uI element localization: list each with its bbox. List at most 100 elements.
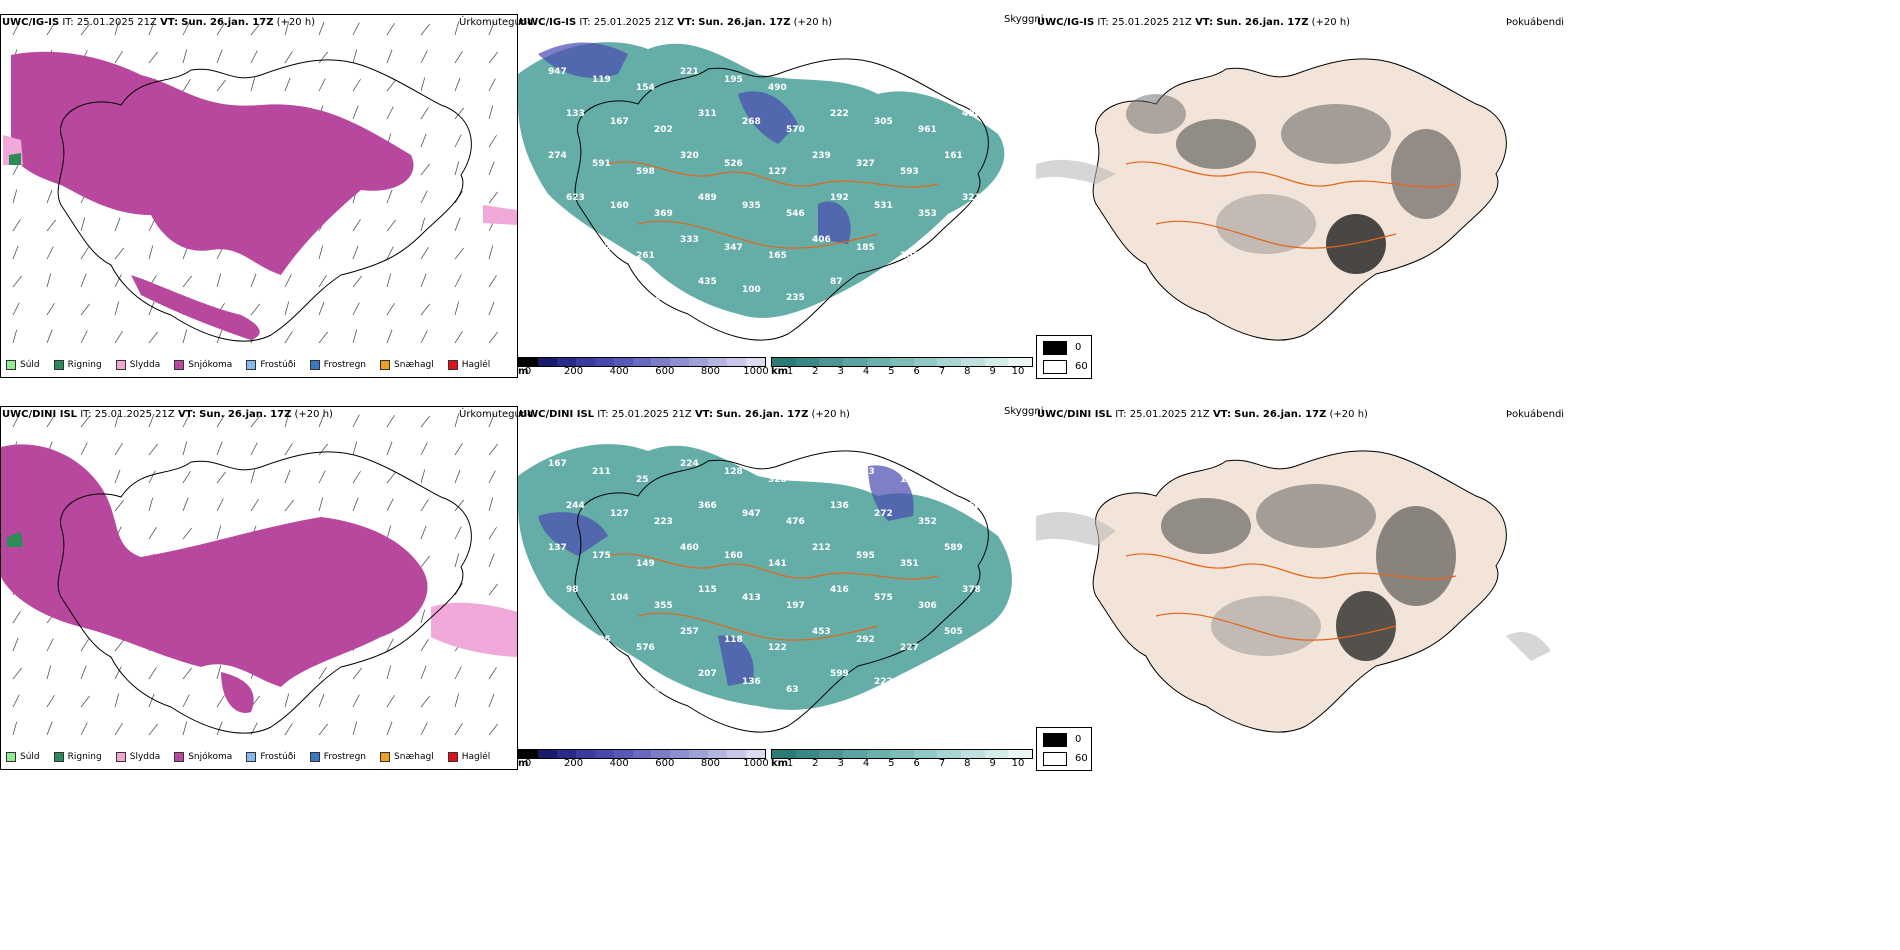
cloud-base-color-step [746, 750, 765, 758]
legend-label: Snæhagl [394, 752, 434, 762]
tick-label: 10 [1011, 366, 1025, 377]
cloud-visibility-map: 947 119 154 221 195 490 294 248 330 255 133 167 202 3… [518, 42, 1005, 341]
wind-barb [182, 275, 193, 288]
legend-swatch [447, 360, 458, 370]
wind-barb [80, 722, 88, 736]
wind-barb [352, 79, 361, 92]
wind-barb [488, 191, 499, 204]
cloud-base-label: 90 [654, 685, 667, 695]
cloud-base-label: 489 [698, 193, 717, 203]
wind-barb [386, 246, 394, 260]
cloud-base-label: 25 [636, 475, 649, 485]
legend-swatch [115, 360, 126, 370]
wind-barb [182, 527, 193, 540]
cloud-base-label: 261 [636, 251, 655, 261]
precip-header: UWC/DINI ISL IT: 25.01.2025 21Z VT: Sun.… [2, 409, 333, 420]
tick-label: 1 [786, 758, 794, 769]
precip-legend-item: Súld [6, 752, 40, 762]
precip-legend-item: Slydda [115, 752, 160, 762]
cloud-base-area [718, 635, 754, 686]
visibility-color-step [842, 750, 867, 758]
cloud-base-unit: m [518, 758, 529, 769]
cloud-base-label: 595 [856, 551, 875, 561]
legend-label: Rigning [67, 752, 102, 762]
cloud-base-color-step [670, 750, 690, 758]
cloud-base-label: 122 [768, 643, 787, 653]
wind-barb [420, 415, 431, 428]
roads [637, 612, 879, 641]
wind-barb [420, 469, 426, 484]
cloud-title: Skyggni [1004, 14, 1044, 25]
wind-barb [148, 21, 155, 36]
cloud-base-label: 212 [812, 543, 831, 553]
precip-legend-item: Frostúði [246, 360, 296, 370]
wind-barb [420, 722, 428, 736]
wind-barb [12, 245, 19, 260]
cloud-base-area [818, 201, 851, 244]
cloud-base-label: 257 [680, 627, 699, 637]
fog-area [1036, 511, 1116, 546]
wind-barb [386, 441, 393, 456]
tick-label: 200 [564, 366, 584, 377]
cloud-base-ticks: 0 200 400 600 800 1000 [525, 366, 769, 378]
wind-barb [488, 245, 494, 260]
wind-barb [284, 77, 291, 92]
legend-swatch [447, 752, 458, 762]
legend-swatch [380, 752, 391, 762]
precip-legend-item: Haglél [447, 360, 490, 370]
wind-barb [352, 49, 358, 64]
wind-barb [318, 470, 326, 484]
cloud-base-color-step [727, 358, 747, 366]
wind-barb [182, 414, 190, 428]
wind-barb [216, 23, 225, 36]
wind-barb [420, 190, 428, 204]
visibility-color-step [913, 750, 938, 758]
cloud-base-label: 947 [548, 67, 567, 77]
cloud-base-label: 239 [812, 151, 831, 161]
wind-barb [114, 247, 125, 260]
wind-barb [182, 694, 190, 708]
cloud-base-label: 320 [680, 151, 699, 161]
wind-barb [454, 301, 460, 316]
visibility-color-step [819, 750, 843, 758]
cloud-base-label: 137 [548, 543, 567, 553]
cloud-base-label: 461 [812, 459, 831, 469]
legend-label: Frostregn [323, 752, 367, 762]
fog-title: Þokuábendi [1506, 17, 1565, 28]
wind-barb [114, 217, 121, 232]
cloud-base-label: 281 [962, 669, 981, 679]
wind-barb [386, 303, 395, 316]
wind-barb [488, 443, 499, 456]
legend-swatch [309, 360, 320, 370]
wind-barb [216, 721, 223, 736]
wind-barb [420, 273, 427, 288]
precip-type-map [0, 406, 518, 770]
legend-swatch [6, 752, 16, 762]
wind-barb [454, 526, 462, 540]
visibility-color-step [890, 750, 914, 758]
cloud-base-label: 514 [548, 627, 567, 637]
tick-label: 9 [989, 366, 996, 377]
cloud-base-label: 531 [874, 201, 893, 211]
cloud-base-label: 222 [830, 109, 849, 119]
wind-barb [284, 499, 295, 512]
wind-barb [352, 721, 358, 736]
cloud-base-label: 185 [592, 635, 611, 645]
wind-barb [114, 51, 123, 64]
wind-barb [386, 415, 395, 428]
wind-barb [454, 499, 465, 512]
wind-barb [114, 301, 120, 316]
cloud-base-label: 197 [786, 601, 805, 611]
tick-label: 8 [964, 758, 971, 769]
legend-swatch [309, 752, 320, 762]
tick-label: 5 [888, 366, 895, 377]
cloud-base-label: 526 [724, 159, 743, 169]
wind-barb [352, 245, 359, 260]
wind-barb [46, 665, 52, 680]
wind-barb [216, 273, 222, 288]
precip-legend-item: Súld [6, 360, 40, 370]
cloud-base-color-step [575, 358, 595, 366]
precip-legend-item: Snjókoma [174, 360, 232, 370]
wind-barb [114, 639, 125, 652]
wind-barb [488, 51, 499, 64]
